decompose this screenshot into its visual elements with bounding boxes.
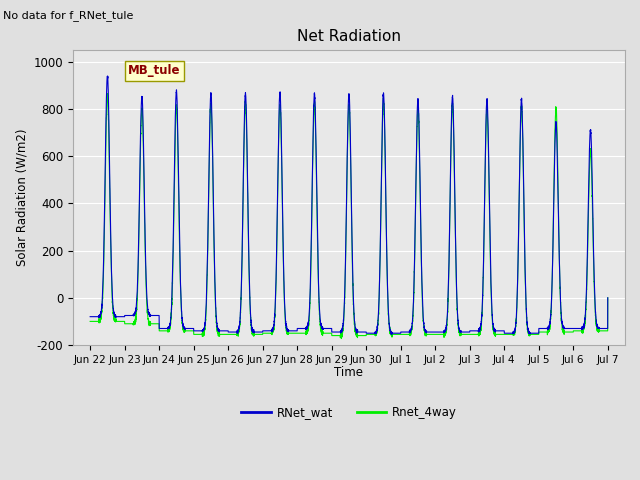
- X-axis label: Time: Time: [335, 366, 364, 379]
- Title: Net Radiation: Net Radiation: [297, 29, 401, 44]
- Text: No data for f_RNet_tule: No data for f_RNet_tule: [3, 10, 134, 21]
- Legend: RNet_wat, Rnet_4way: RNet_wat, Rnet_4way: [236, 401, 461, 423]
- Y-axis label: Solar Radiation (W/m2): Solar Radiation (W/m2): [15, 129, 28, 266]
- Text: MB_tule: MB_tule: [128, 64, 180, 77]
